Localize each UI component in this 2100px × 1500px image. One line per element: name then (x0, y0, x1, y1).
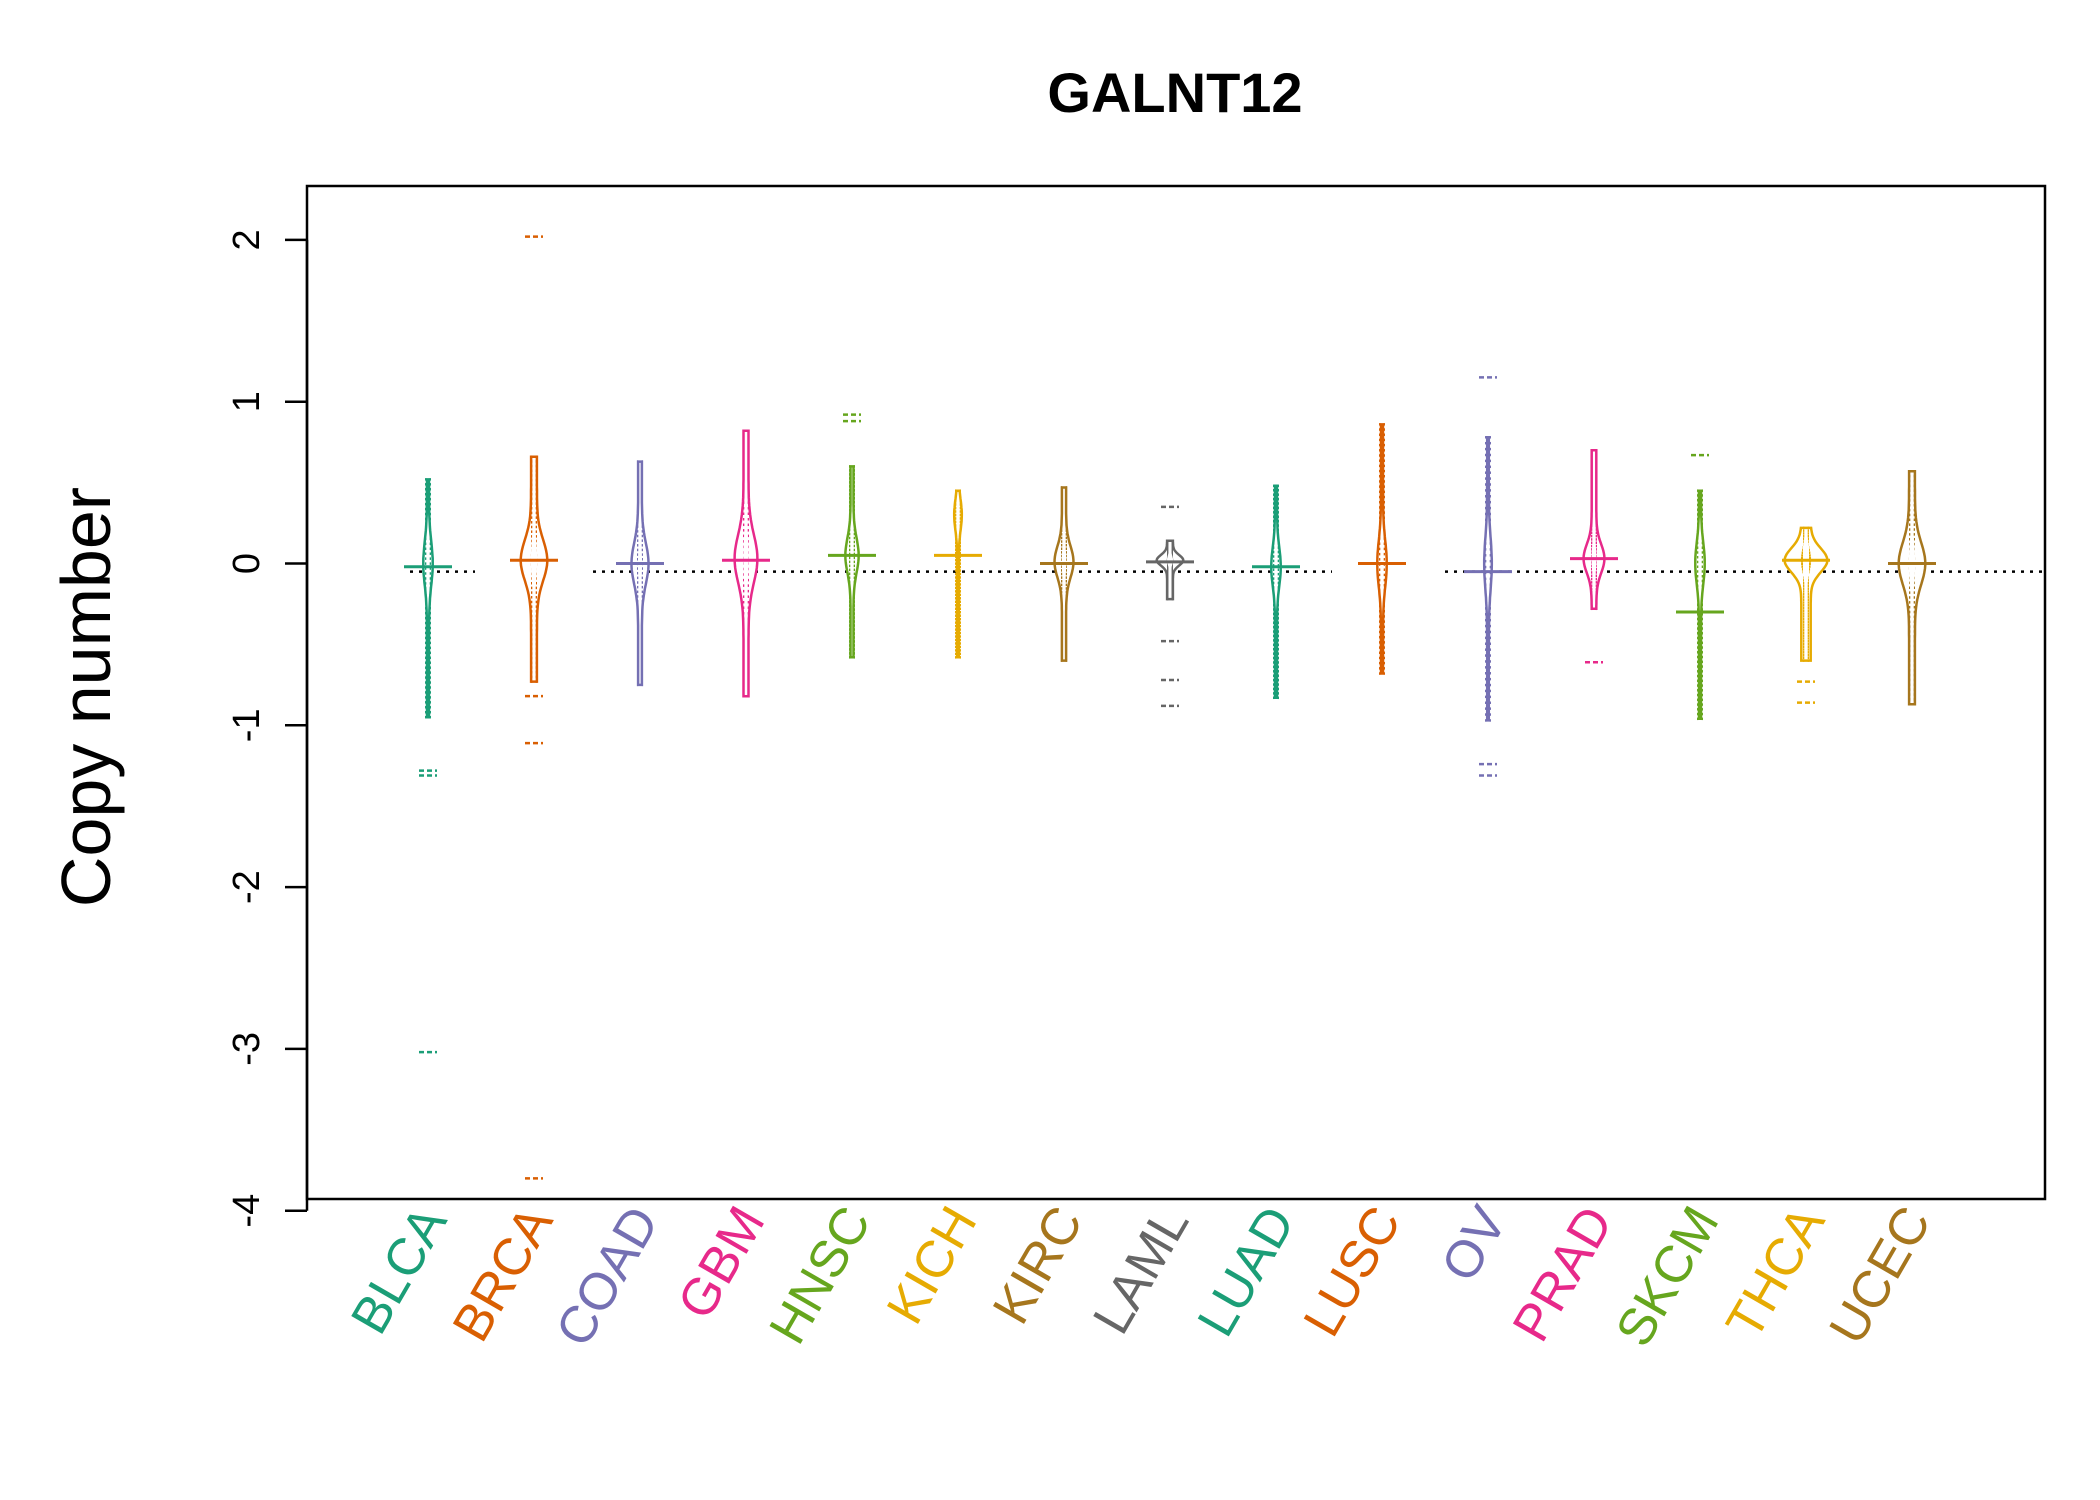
x-tick-label-laml: LAML (1082, 1197, 1200, 1344)
bean-kich (934, 489, 982, 659)
x-tick-label-luad: LUAD (1187, 1197, 1307, 1346)
y-tick-label: -4 (226, 1194, 268, 1228)
bean-prad (1570, 448, 1618, 664)
bean-blca (404, 478, 452, 1054)
bean-outline (1155, 539, 1185, 601)
chart-title: GALNT12 (1047, 61, 1302, 124)
x-tick-label-hnsc: HNSC (758, 1197, 882, 1354)
y-tick-label: 1 (226, 391, 268, 412)
bean-lusc (1358, 423, 1406, 675)
bean-skcm (1676, 453, 1724, 721)
bean-outline (1694, 489, 1706, 721)
bean-luad (1252, 484, 1300, 700)
x-tick-label-kich: KICH (876, 1197, 988, 1334)
bean-coad (616, 460, 664, 687)
bean-hnsc (828, 413, 876, 659)
bean-kirc (1040, 486, 1088, 662)
bean-outline (519, 455, 549, 683)
bean-outline (733, 429, 759, 698)
bean-ucec (1888, 470, 1936, 706)
y-tick-label: -1 (226, 708, 268, 742)
y-tick-label: 2 (226, 229, 268, 250)
x-tick-label-blca: BLCA (340, 1197, 458, 1344)
bean-outline (630, 460, 650, 687)
bean-outline (1053, 486, 1075, 662)
bean-laml (1146, 505, 1194, 708)
bean-outline (1897, 470, 1927, 706)
x-tick-label-kirc: KIRC (982, 1197, 1094, 1334)
bean-outline (1376, 423, 1388, 675)
x-tick-label-skcm: SKCM (1605, 1197, 1730, 1356)
bean-outline (422, 478, 434, 719)
x-tick-label-lusc: LUSC (1293, 1197, 1413, 1346)
x-tick-label-gbm: GBM (667, 1197, 776, 1329)
bean-outline (1582, 448, 1606, 611)
bean-thca (1782, 526, 1830, 704)
y-tick-label: -2 (226, 870, 268, 904)
x-tick-label-ov: OV (1431, 1197, 1519, 1291)
x-tick-label-coad: COAD (545, 1197, 670, 1356)
bean-ov (1464, 376, 1512, 777)
bean-outline (1270, 484, 1282, 700)
x-tick-label-thca: THCA (1715, 1197, 1836, 1349)
y-axis-label: Copy number (47, 487, 125, 907)
bean-outline (1783, 526, 1829, 662)
plot-area (404, 235, 2045, 1180)
y-tick-label: -3 (226, 1032, 268, 1066)
bean-gbm (722, 429, 770, 698)
x-tick-label-ucec: UCEC (1818, 1197, 1942, 1354)
bean-outline (844, 465, 860, 659)
bean-outline (1482, 436, 1494, 722)
bean-brca (510, 235, 558, 1180)
y-tick-label: 0 (226, 553, 268, 574)
plot-frame (305, 184, 2047, 1201)
